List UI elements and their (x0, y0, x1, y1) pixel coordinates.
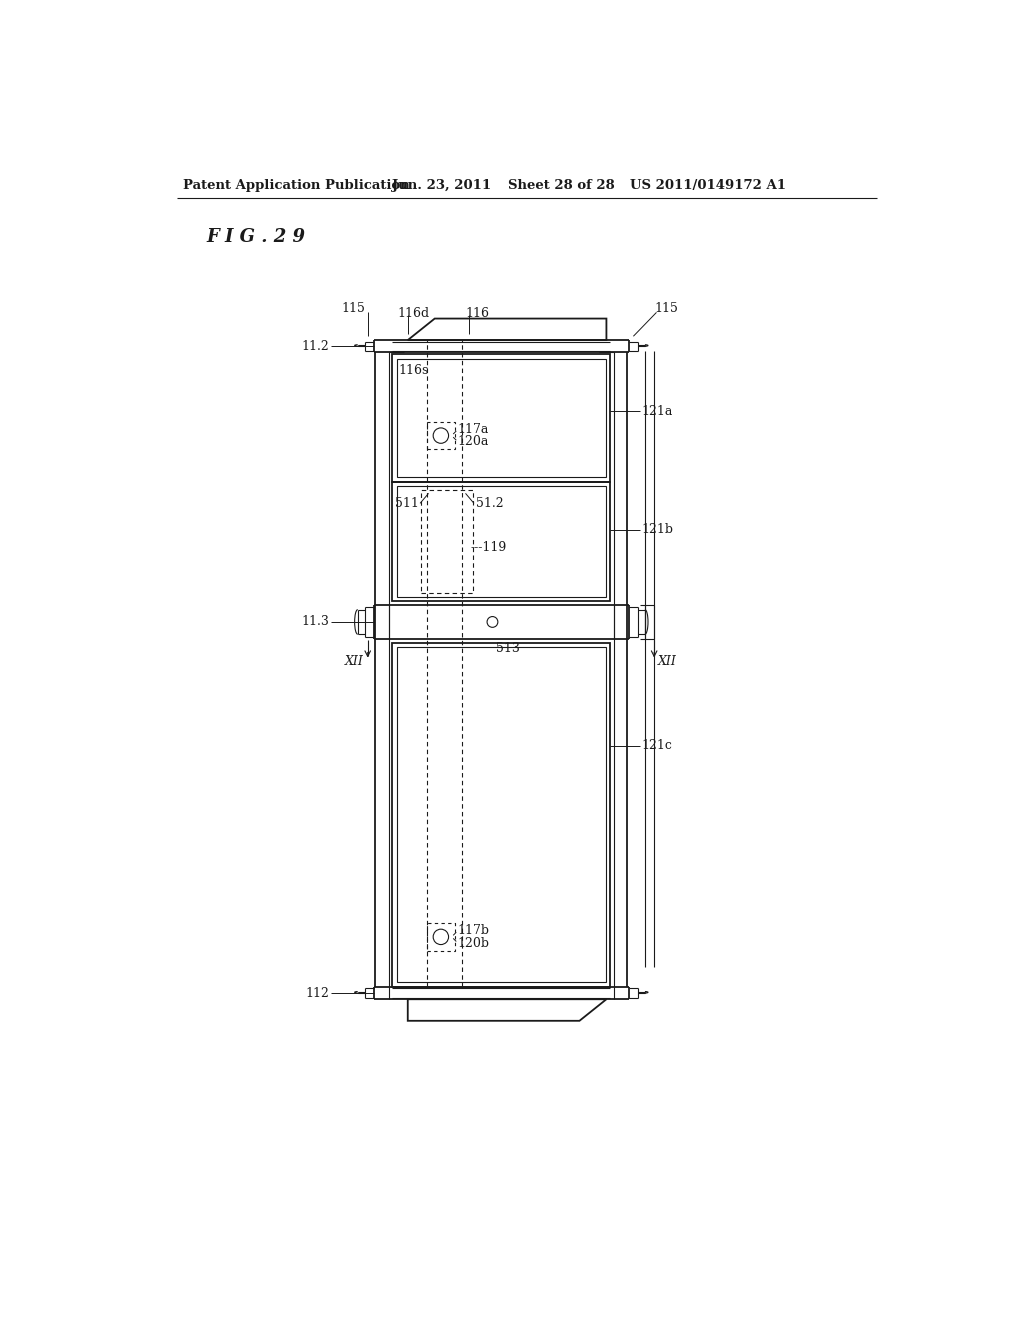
Bar (421, 490, 473, 594)
Text: 115: 115 (654, 302, 678, 315)
Text: 116d: 116d (397, 306, 429, 319)
Text: 112: 112 (305, 986, 330, 999)
Text: ---119: ---119 (471, 541, 507, 554)
Bar (427, 422, 455, 449)
Text: 121c: 121c (641, 739, 672, 752)
Bar (397, 486, 605, 597)
Text: 120a: 120a (457, 436, 488, 449)
Text: F I G . 2 9: F I G . 2 9 (206, 228, 305, 246)
Text: 115: 115 (342, 302, 366, 315)
Bar (427, 923, 455, 950)
Text: 11.3: 11.3 (301, 615, 330, 628)
Text: Patent Application Publication: Patent Application Publication (183, 178, 410, 191)
Text: Jun. 23, 2011: Jun. 23, 2011 (392, 178, 492, 191)
Bar (392, 643, 610, 987)
Text: US 2011/0149172 A1: US 2011/0149172 A1 (630, 178, 785, 191)
Text: 513: 513 (497, 643, 520, 656)
Bar (397, 647, 605, 982)
Text: XII: XII (344, 656, 364, 668)
Text: 11.2: 11.2 (301, 339, 330, 352)
Text: XII: XII (657, 656, 677, 668)
Text: 116: 116 (466, 306, 489, 319)
Bar (392, 354, 610, 482)
Text: 121b: 121b (641, 523, 673, 536)
Text: 121a: 121a (641, 405, 673, 418)
Text: 117a: 117a (457, 422, 488, 436)
Text: 511: 511 (394, 496, 419, 510)
Text: 51.2: 51.2 (475, 496, 503, 510)
Text: 120b: 120b (457, 936, 489, 949)
Text: Sheet 28 of 28: Sheet 28 of 28 (508, 178, 614, 191)
Bar (392, 482, 610, 601)
Bar (397, 359, 605, 478)
Text: 116s: 116s (398, 364, 429, 378)
Text: 117b: 117b (457, 924, 489, 937)
